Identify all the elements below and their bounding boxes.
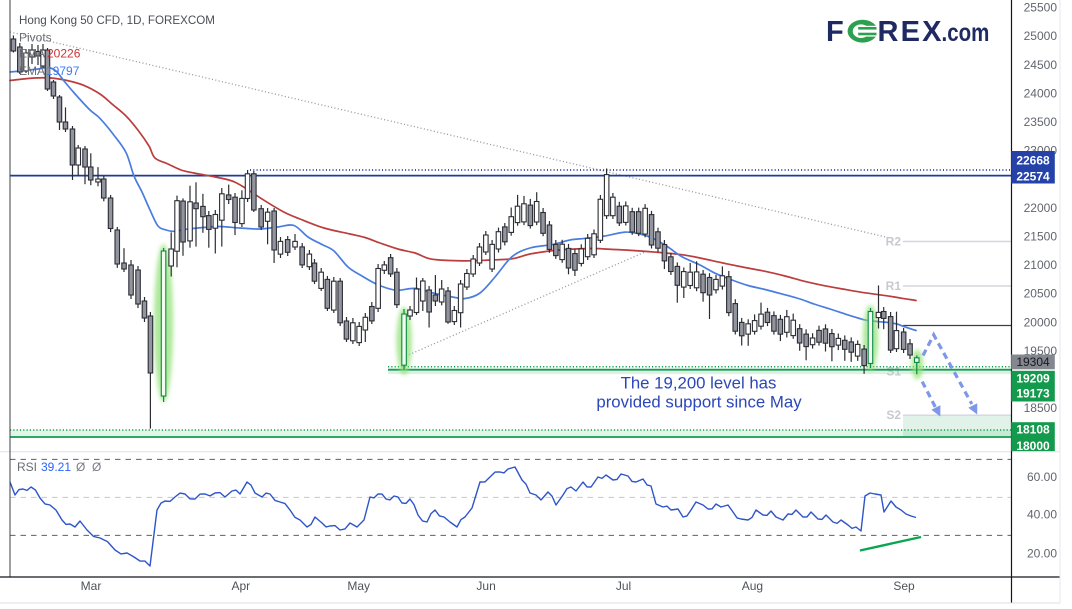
svg-text:Apr: Apr: [231, 579, 250, 593]
svg-text:Aug: Aug: [742, 579, 763, 593]
svg-text:R1: R1: [886, 279, 902, 293]
svg-text:22668: 22668: [1016, 153, 1050, 167]
svg-text:provided support since May: provided support since May: [596, 393, 802, 412]
svg-text:EMA: EMA: [19, 47, 45, 61]
svg-text:F: F: [826, 16, 844, 48]
svg-text:Ø: Ø: [76, 460, 85, 474]
svg-text:19173: 19173: [1016, 387, 1050, 401]
svg-text:Jul: Jul: [616, 579, 631, 593]
svg-text:EMA: EMA: [19, 64, 45, 78]
svg-text:60.00: 60.00: [1027, 470, 1057, 484]
svg-text:21500: 21500: [1024, 230, 1058, 244]
svg-text:.com: .com: [942, 18, 990, 46]
svg-text:19209: 19209: [1016, 372, 1050, 386]
svg-text:22574: 22574: [1016, 169, 1050, 183]
svg-text:24000: 24000: [1024, 86, 1058, 100]
svg-text:19797: 19797: [46, 64, 80, 78]
svg-text:18000: 18000: [1016, 439, 1050, 453]
svg-text:Hong Kong 50 CFD, 1D, FOREXCOM: Hong Kong 50 CFD, 1D, FOREXCOM: [19, 14, 215, 27]
svg-text:20.00: 20.00: [1027, 547, 1057, 561]
svg-text:19304: 19304: [1016, 355, 1050, 369]
svg-text:Ø: Ø: [92, 460, 101, 474]
svg-text:S1: S1: [886, 365, 901, 379]
svg-text:Pivots: Pivots: [19, 31, 52, 45]
svg-text:23500: 23500: [1024, 115, 1058, 129]
svg-text:25500: 25500: [1024, 1, 1058, 15]
svg-text:RSI: RSI: [17, 460, 37, 474]
svg-text:21000: 21000: [1024, 258, 1058, 272]
svg-text:24500: 24500: [1024, 58, 1058, 72]
svg-text:S2: S2: [886, 408, 901, 422]
svg-text:39.21: 39.21: [41, 460, 71, 474]
svg-text:22000: 22000: [1024, 201, 1058, 215]
svg-text:The 19,200 level has: The 19,200 level has: [621, 374, 777, 393]
svg-text:25000: 25000: [1024, 29, 1058, 43]
svg-text:Sep: Sep: [893, 579, 915, 593]
svg-text:18108: 18108: [1016, 422, 1050, 436]
svg-text:Jun: Jun: [476, 579, 495, 593]
svg-text:REX: REX: [878, 16, 944, 48]
svg-text:R2: R2: [886, 235, 902, 249]
svg-text:20226: 20226: [47, 47, 81, 61]
svg-text:May: May: [347, 579, 370, 593]
svg-text:40.00: 40.00: [1027, 508, 1057, 522]
svg-text:20000: 20000: [1024, 315, 1058, 329]
svg-text:20500: 20500: [1024, 287, 1058, 301]
svg-text:18500: 18500: [1024, 401, 1058, 415]
svg-text:Mar: Mar: [81, 579, 102, 593]
